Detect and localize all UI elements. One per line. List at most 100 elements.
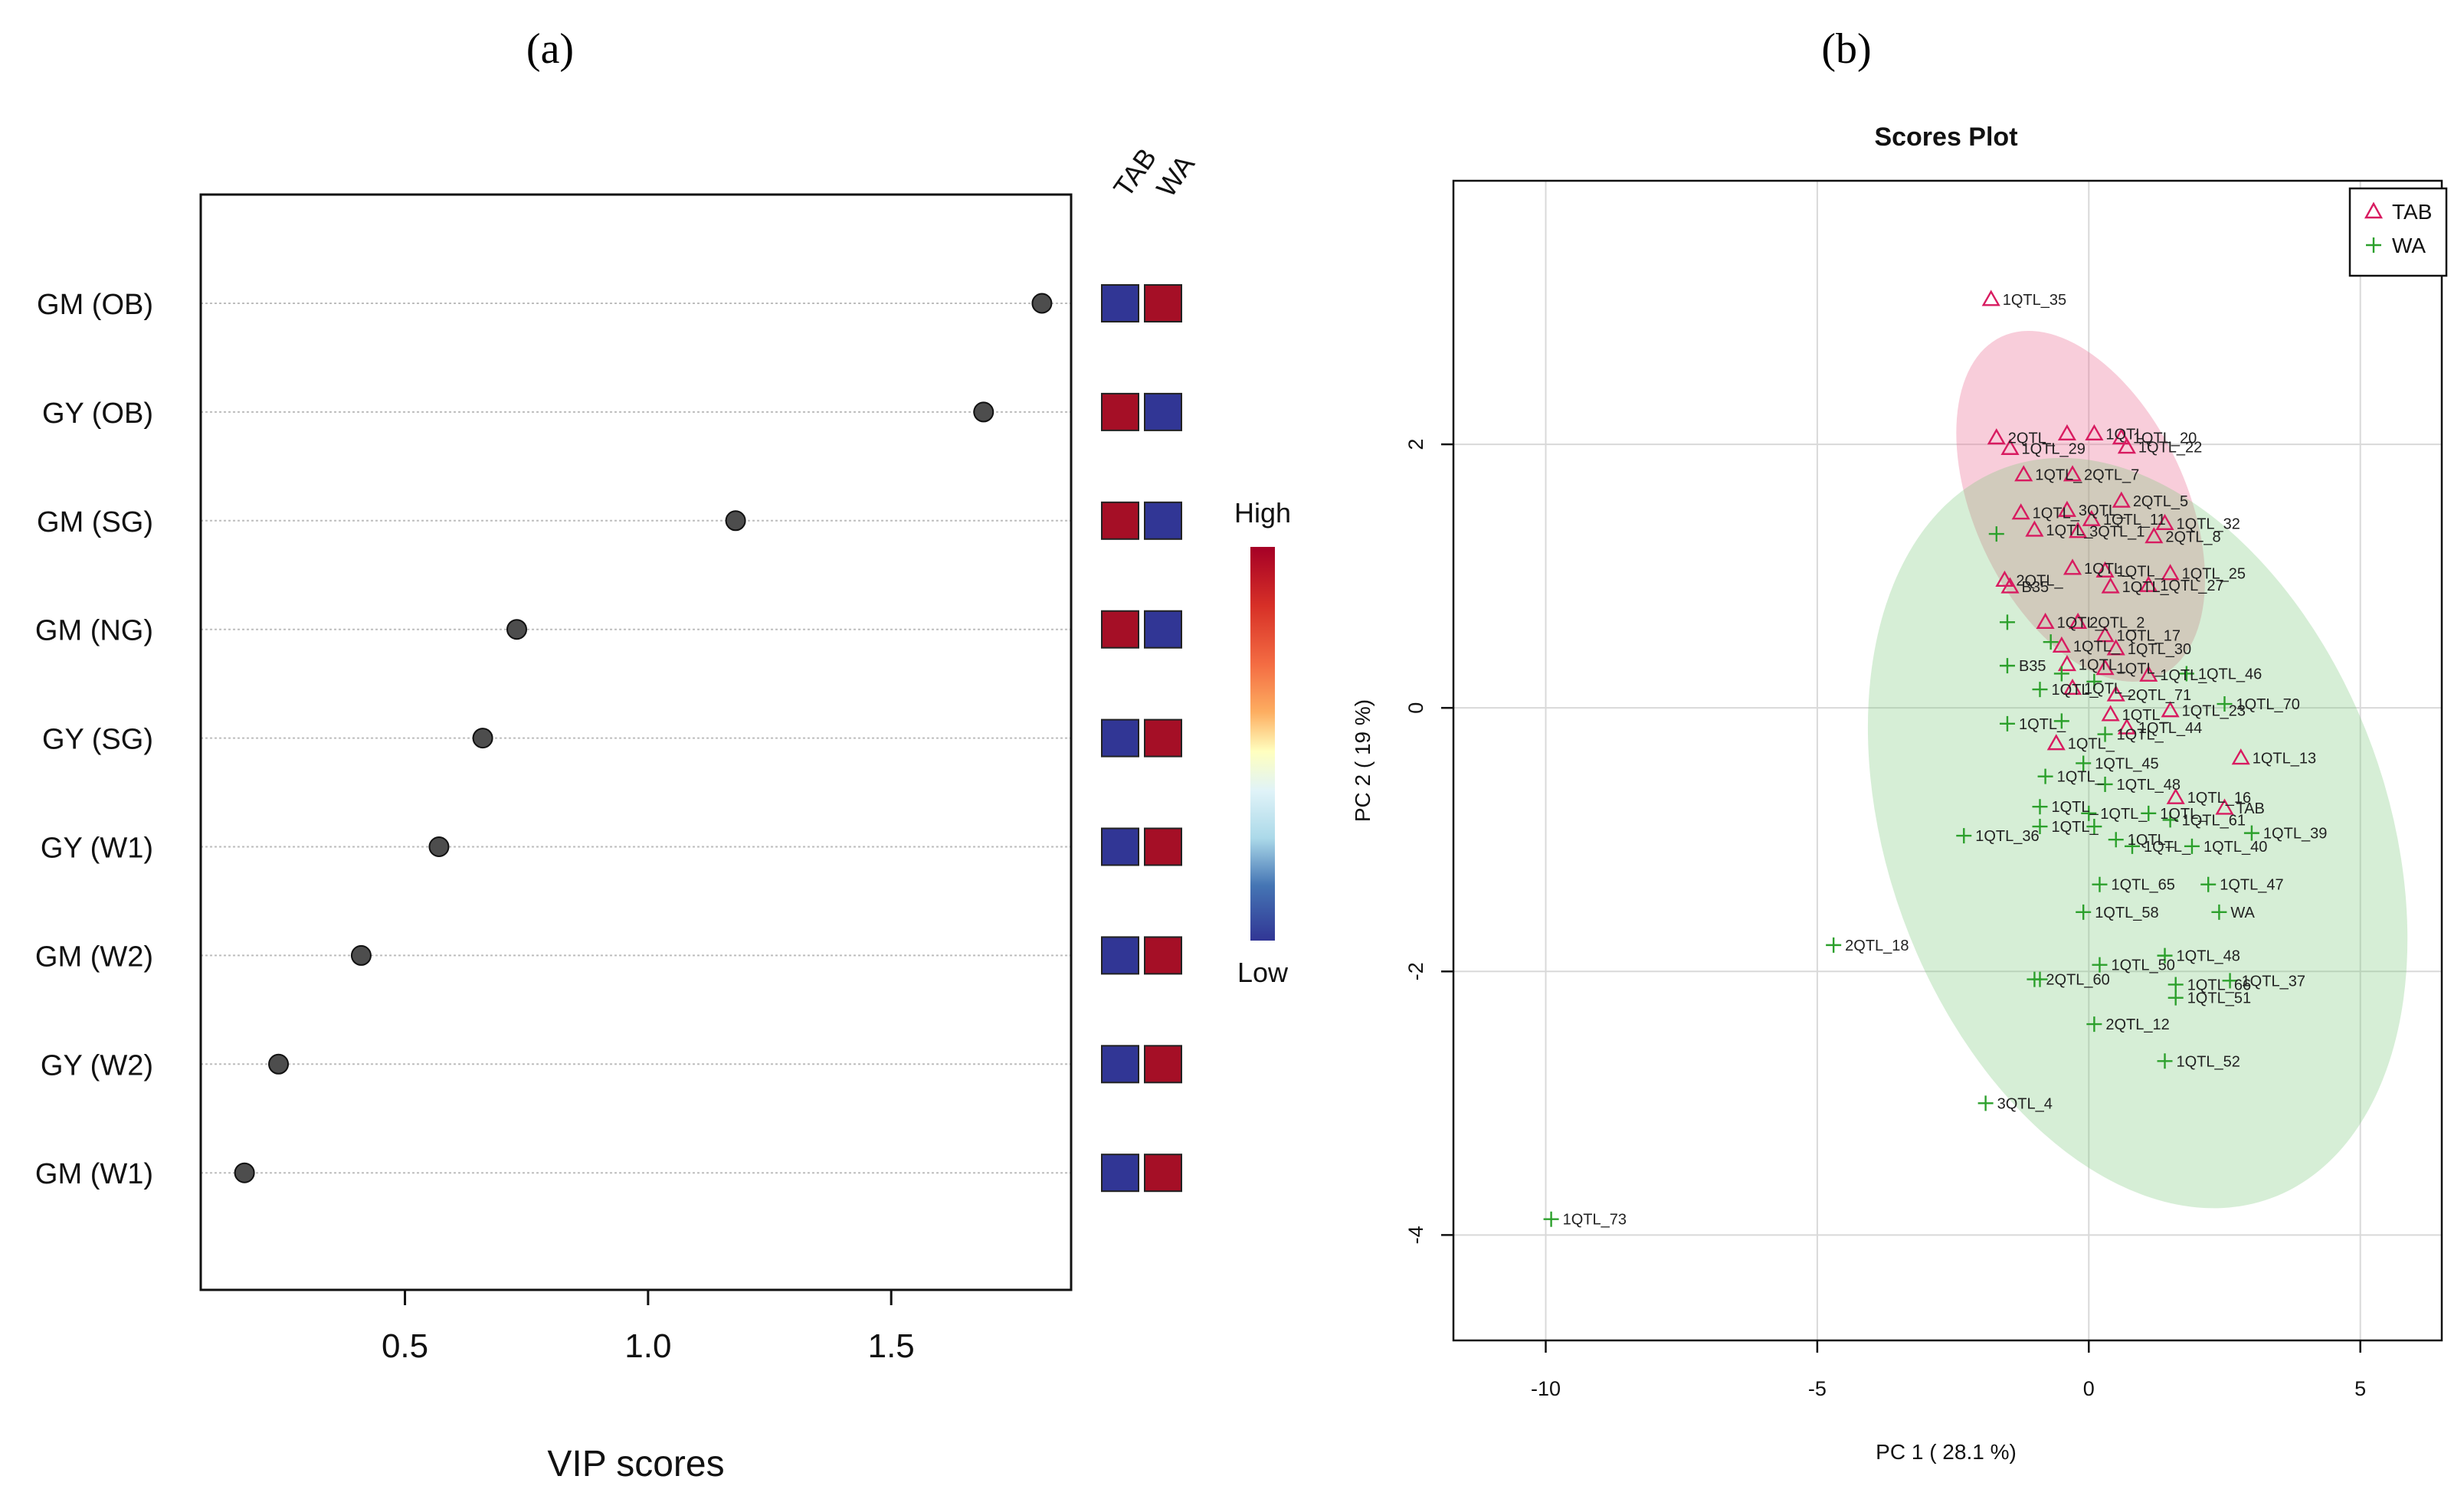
point-label: 1QTL_ — [2068, 736, 2115, 753]
tab-point — [2069, 522, 2088, 538]
panel-label-a: (a) — [526, 25, 574, 73]
scores-gridlines — [1453, 181, 2442, 1340]
vip-colorbar — [1250, 547, 1275, 941]
tab-point — [2112, 491, 2131, 508]
tab-point — [2166, 787, 2185, 804]
point-label: 1QTL_16 — [2187, 790, 2251, 807]
point-label: 1QTL_66 — [2187, 977, 2251, 993]
point-label: 1QTL_23 — [2182, 703, 2246, 720]
vip-heatmap-cell — [1144, 718, 1182, 758]
tab-point — [2025, 520, 2044, 537]
point-label: 1QTL_36 — [1975, 828, 2039, 845]
point-label: WA — [2230, 905, 2255, 921]
vip-heatmap-cell — [1144, 284, 1182, 322]
scores-y-tick-label: 0 — [1404, 702, 1427, 714]
point-label: 1QTL_46 — [2198, 666, 2262, 682]
wa-point — [2157, 947, 2173, 964]
vip-dot — [725, 510, 746, 532]
scores-y-tick-label: -2 — [1404, 962, 1427, 980]
wa-point — [2032, 682, 2048, 698]
tab-point — [1987, 428, 2006, 445]
vip-heatmap-cell — [1144, 1045, 1182, 1084]
point-label: 1QTL_17 — [2117, 628, 2181, 645]
legend-label: WA — [2392, 234, 2426, 257]
point-label: 3QTL_1 — [2089, 524, 2145, 541]
tab-point — [2155, 513, 2174, 531]
point-label: 1QTL_ — [2100, 806, 2148, 823]
vip-category-label: GY (OB) — [42, 398, 153, 430]
point-label: 1QTL_ — [2160, 667, 2207, 684]
vip-heatmap-cell — [1101, 610, 1139, 649]
point-label: 1QTL_ — [2160, 806, 2207, 823]
point-label: 1QTL_ — [2117, 727, 2164, 744]
point-label: B35 — [2022, 579, 2050, 596]
point-label: 1QTL_ — [2057, 614, 2105, 631]
tab-point — [2095, 659, 2115, 676]
point-label: B35 — [2019, 658, 2046, 675]
point-label: 1QTL_45 — [2095, 755, 2158, 772]
point-label: 1QTL_ — [2051, 799, 2099, 816]
wa-point — [2053, 666, 2069, 682]
scores-x-tick-label: -10 — [1531, 1377, 1561, 1400]
point-label: 1QTL_ — [2128, 832, 2175, 849]
point-label: 1QTL_ — [2084, 680, 2131, 697]
point-label: 1QTL_ — [2035, 467, 2082, 484]
scores-y-axis-label: PC 2 ( 19 %) — [1351, 699, 1375, 822]
tab-point — [2000, 577, 2020, 594]
point-label: 2QTL_12 — [2105, 1016, 2169, 1033]
wa-point — [1956, 828, 1972, 844]
scores-x-tick-label: -5 — [1808, 1377, 1827, 1400]
scores-plot-frame — [1452, 179, 2443, 1342]
tab-point — [2215, 798, 2234, 815]
wa-point — [2097, 776, 2113, 792]
point-label: 1QTL_ — [2073, 638, 2121, 655]
scores-points — [1543, 290, 2259, 1227]
vip-heatmap-column-label: TAB — [1107, 142, 1162, 203]
wa-point — [2032, 799, 2048, 815]
wa-point — [2108, 832, 2124, 848]
vip-panel: GM (OB) GY (OB) GM (SG) GM (NG) GY (SG) GY (W… — [35, 142, 1291, 1484]
point-label: 1QTL_11 — [2103, 512, 2166, 529]
point-label: 3QTL_4 — [1997, 1095, 2053, 1112]
tab-point — [2106, 685, 2125, 702]
vip-x-tick-label: 1.0 — [624, 1327, 671, 1365]
wa-point — [2043, 634, 2059, 650]
vip-dot — [506, 619, 528, 640]
point-label: 2QTL_5 — [2133, 493, 2188, 510]
colorbar-high-label: High — [1234, 497, 1291, 529]
vip-dot — [234, 1162, 255, 1183]
point-label: 1QTL_27 — [2160, 578, 2223, 594]
point-label: 1QTL_25 — [2182, 566, 2246, 583]
vip-heatmap-cell — [1101, 392, 1139, 431]
point-label: 1QTL_ — [2117, 661, 2164, 678]
wa-point — [2076, 904, 2092, 920]
point-label: 1QTL_47 — [2220, 877, 2283, 894]
point-label: 1QTL_51 — [2187, 990, 2251, 1007]
wa-point — [2081, 805, 2097, 821]
point-label: 1QTL_50 — [2111, 957, 2174, 974]
wa-point — [2217, 696, 2233, 712]
point-label: 1QTL_35 — [2003, 292, 2066, 309]
point-label: 1QTL_29 — [2022, 440, 2086, 457]
wa-point — [2037, 768, 2053, 784]
vip-dot — [1031, 293, 1053, 314]
wa-point — [2053, 713, 2069, 729]
confidence-ellipse-wa — [1867, 457, 2408, 1209]
point-label: 1QTL_ — [2144, 839, 2191, 856]
wa-point — [2032, 971, 2048, 987]
tab-point — [2106, 639, 2125, 656]
scores-plot-title: Scores Plot — [1874, 123, 2017, 152]
tab-point — [2052, 636, 2071, 653]
vip-dot — [472, 728, 493, 749]
point-label: 1QTL_ — [2046, 522, 2093, 539]
tab-point — [2161, 564, 2180, 581]
wa-point — [2162, 812, 2178, 828]
point-label: 1QTL_32 — [2177, 515, 2240, 532]
tab-point — [2161, 701, 2180, 718]
point-label: 2QTL_71 — [2128, 687, 2191, 704]
vip-category-label: GM (OB) — [37, 289, 153, 321]
vip-heatmap-cell — [1101, 501, 1139, 540]
tab-point — [2139, 665, 2158, 682]
wa-point — [2076, 755, 2092, 771]
